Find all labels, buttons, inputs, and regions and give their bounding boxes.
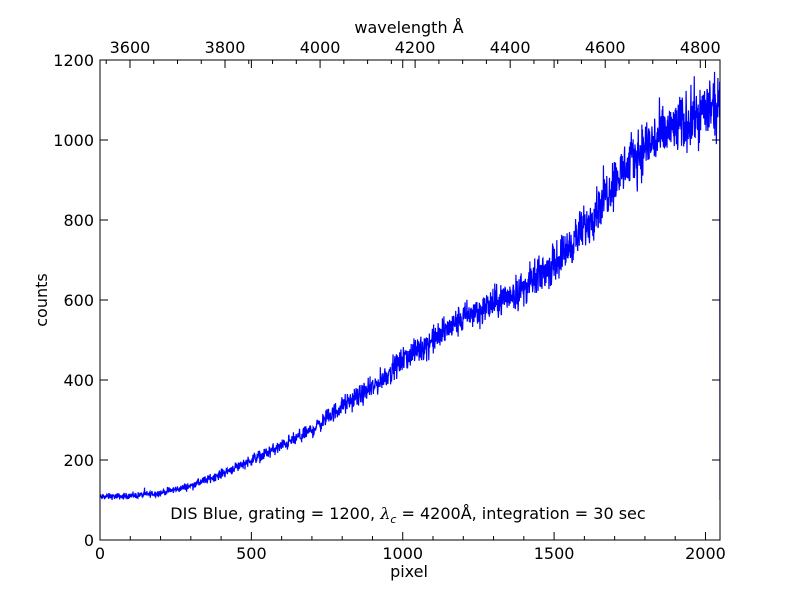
chart-annotation: DIS Blue, grating = 1200, λc = 4200Å, in… (170, 504, 645, 526)
y-tick-label: 0 (84, 531, 94, 550)
y-tick-label: 1000 (53, 131, 94, 150)
y-axis-label: counts (32, 273, 51, 326)
spectrum-line (100, 71, 720, 501)
wavelength-tick-label: 4200 (395, 38, 436, 57)
wavelength-tick-label: 4000 (300, 38, 341, 57)
wavelength-tick-label: 3800 (205, 38, 246, 57)
wavelength-tick-label: 4800 (680, 38, 721, 57)
top-axis-label: wavelength Å (354, 18, 463, 37)
annotation-lambda: λ (379, 504, 390, 523)
annotation-prefix: DIS Blue, grating = 1200, (170, 504, 380, 523)
annotation-suffix: = 4200Å, integration = 30 sec (396, 504, 645, 523)
x-tick-label: 1000 (382, 544, 423, 563)
y-tick-label: 1200 (53, 51, 94, 70)
y-tick-label: 800 (63, 211, 94, 230)
annotation-subscript: c (390, 513, 396, 526)
x-tick-label: 0 (95, 544, 105, 563)
x-tick-label: 500 (236, 544, 267, 563)
x-axis-label: pixel (390, 562, 428, 581)
y-tick-label: 200 (63, 451, 94, 470)
y-tick-label: 600 (63, 291, 94, 310)
y-tick-label: 400 (63, 371, 94, 390)
wavelength-tick-label: 4600 (585, 38, 626, 57)
x-tick-label: 1500 (534, 544, 575, 563)
wavelength-tick-label: 3600 (110, 38, 151, 57)
x-tick-label: 2000 (685, 544, 726, 563)
wavelength-tick-label: 4400 (490, 38, 531, 57)
